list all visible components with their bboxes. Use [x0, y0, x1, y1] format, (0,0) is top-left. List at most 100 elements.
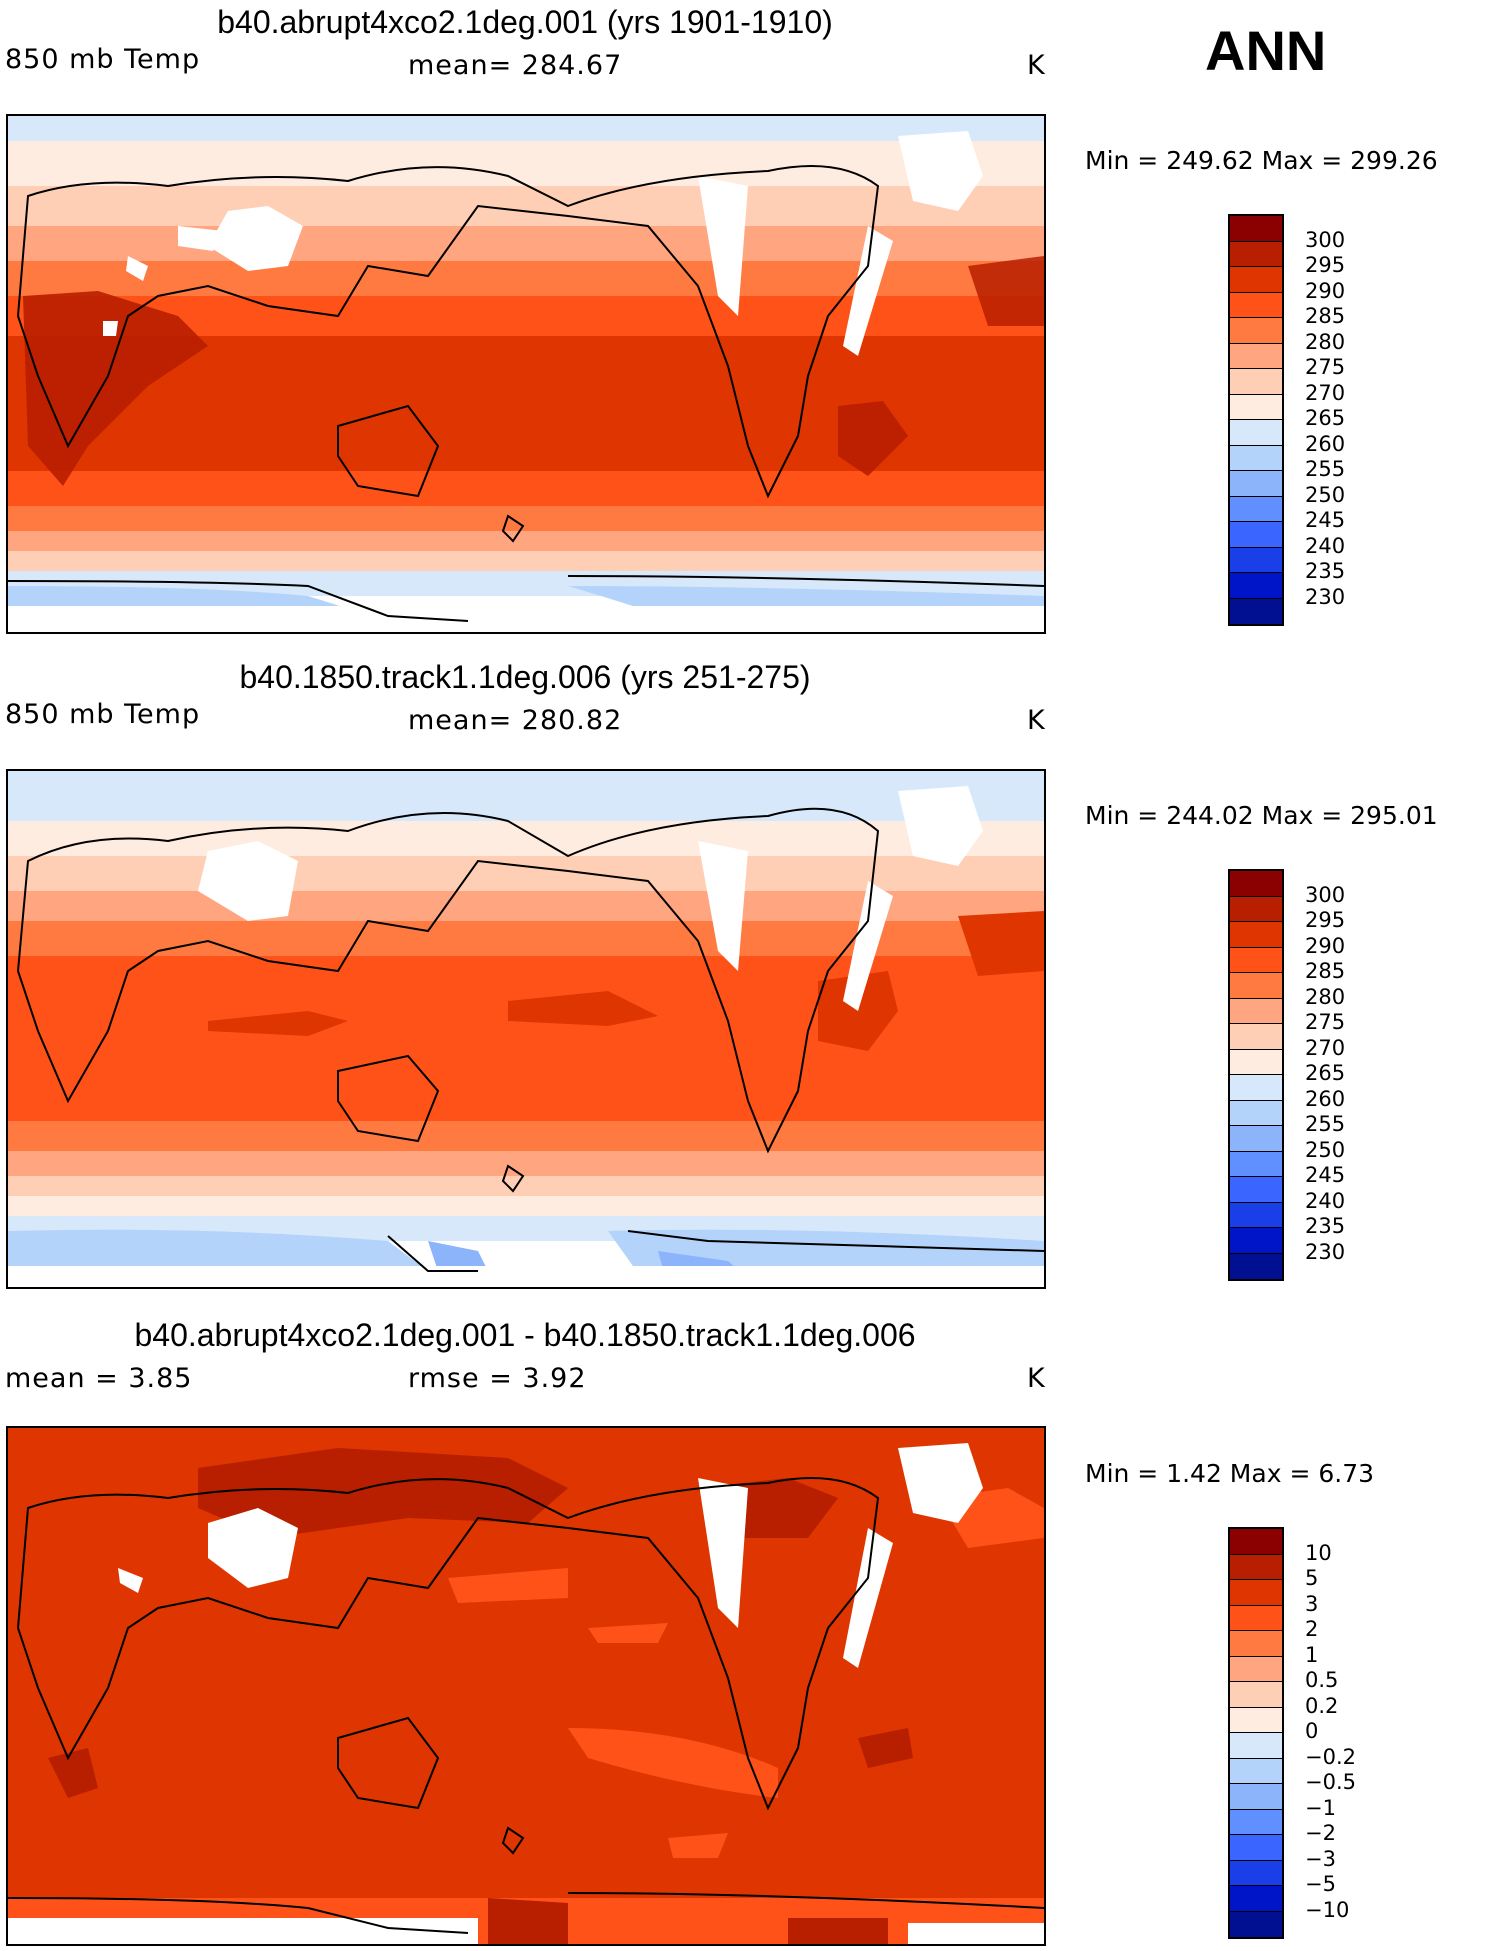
colorbar-swatch	[1230, 1835, 1282, 1861]
colorbar-swatch	[1230, 896, 1282, 922]
colorbar-swatch	[1230, 871, 1282, 897]
colorbar-tick-label: 300	[1305, 227, 1346, 252]
colorbar-tick-label: 250	[1305, 482, 1346, 507]
colorbar-swatch	[1230, 267, 1282, 293]
colorbar-swatch	[1230, 1605, 1282, 1631]
colorbar-tick-label: 280	[1305, 984, 1346, 1009]
colorbar-swatch	[1230, 1758, 1282, 1784]
variable-label: 850 mb Temp	[5, 699, 201, 730]
colorbar-tick-label: 290	[1305, 278, 1346, 303]
mean-label: mean= 284.67	[408, 50, 623, 81]
rmse-label: rmse = 3.92	[408, 1363, 587, 1394]
colorbar-swatch	[1230, 1228, 1282, 1254]
colorbar-tick-label: 230	[1305, 584, 1346, 609]
colorbar-tick-label: −0.2	[1305, 1744, 1356, 1769]
colorbar-tick-label: −5	[1305, 1872, 1336, 1896]
colorbar-tick-label: 250	[1305, 1137, 1346, 1162]
unit-label: K	[1027, 1363, 1046, 1394]
colorbar-tick-label: 10	[1305, 1540, 1332, 1565]
colorbar-tick-label: 270	[1305, 380, 1346, 405]
colorbar-swatch	[1230, 1253, 1282, 1279]
colorbar-swatch	[1230, 922, 1282, 948]
variable-label: 850 mb Temp	[5, 44, 201, 75]
map-svg	[8, 116, 1044, 632]
colorbar-swatch	[1230, 1024, 1282, 1050]
colorbar-swatch	[1230, 394, 1282, 420]
colorbar-tick-label: 285	[1305, 959, 1346, 983]
colorbar-swatch	[1230, 1911, 1282, 1937]
colorbar-tick-label: 0.5	[1305, 1668, 1339, 1692]
colorbar-swatch	[1230, 1580, 1282, 1606]
colorbar-swatch	[1230, 973, 1282, 999]
colorbar-swatch	[1230, 547, 1282, 573]
colorbar-tick-label: 275	[1305, 355, 1346, 379]
colorbar-tick-label: 300	[1305, 882, 1346, 907]
colorbar-swatch	[1230, 1886, 1282, 1912]
colorbar-swatch	[1230, 318, 1282, 344]
colorbar-swatch	[1230, 1202, 1282, 1228]
colorbar-tick-label: 1	[1305, 1642, 1319, 1667]
colorbar-tick-label: 235	[1305, 1214, 1346, 1238]
colorbar-swatch	[1230, 598, 1282, 624]
colorbar-swatch	[1230, 1707, 1282, 1733]
colorbar-tick-label: 3	[1305, 1591, 1319, 1616]
panel-title: b40.abrupt4xco2.1deg.001 (yrs 1901-1910)	[217, 4, 833, 40]
colorbar-swatch	[1230, 1529, 1282, 1555]
unit-label: K	[1027, 705, 1046, 736]
colorbar-tick-label: 290	[1305, 933, 1346, 958]
colorbar-swatch	[1230, 216, 1282, 242]
colorbar-tick-label: −3	[1305, 1846, 1336, 1871]
colorbar-swatch	[1230, 369, 1282, 395]
colorbar-swatch	[1230, 471, 1282, 497]
contour-map	[6, 114, 1046, 634]
map-svg	[8, 1428, 1044, 1944]
colorbar-tick-label: 295	[1305, 253, 1346, 277]
unit-label: K	[1027, 50, 1046, 81]
colorbar-tick-label: 260	[1305, 431, 1346, 456]
colorbar-tick-label: 255	[1305, 457, 1346, 481]
colorbar-tick-label: 285	[1305, 304, 1346, 328]
colorbar-swatch	[1230, 1075, 1282, 1101]
colorbar-tick-label: 0.2	[1305, 1693, 1339, 1718]
colorbar-tick-label: 240	[1305, 533, 1346, 558]
colorbar-tick-label: 245	[1305, 508, 1346, 532]
colorbar-swatch	[1230, 445, 1282, 471]
diff-mean-label: mean = 3.85	[5, 1363, 193, 1394]
colorbar-tick-label: 2	[1305, 1617, 1319, 1641]
min-max-label: Min = 1.42 Max = 6.73	[1085, 1459, 1375, 1488]
colorbar-swatch	[1230, 1860, 1282, 1886]
colorbar	[1228, 869, 1284, 1281]
colorbar-swatch	[1230, 998, 1282, 1024]
colorbar-swatch	[1230, 1049, 1282, 1075]
colorbar-tick-label: −2	[1305, 1821, 1336, 1845]
colorbar-swatch	[1230, 1554, 1282, 1580]
colorbar-tick-label: 280	[1305, 329, 1346, 354]
colorbar-tick-label: −0.5	[1305, 1770, 1356, 1794]
colorbar-tick-label: 235	[1305, 559, 1346, 583]
colorbar-swatch	[1230, 1126, 1282, 1152]
season-label: ANN	[1205, 19, 1327, 82]
colorbar-tick-label: 265	[1305, 1061, 1346, 1085]
panel-title: b40.1850.track1.1deg.006 (yrs 251-275)	[239, 659, 811, 695]
map-svg	[8, 771, 1044, 1287]
panel-title: b40.abrupt4xco2.1deg.001 - b40.1850.trac…	[134, 1317, 916, 1353]
contour-map	[6, 1426, 1046, 1946]
colorbar-swatch	[1230, 292, 1282, 318]
colorbar-swatch	[1230, 947, 1282, 973]
colorbar-tick-label: 260	[1305, 1086, 1346, 1111]
colorbar-swatch	[1230, 1784, 1282, 1810]
colorbar	[1228, 1527, 1284, 1939]
colorbar-swatch	[1230, 522, 1282, 548]
colorbar-swatch	[1230, 1151, 1282, 1177]
colorbar-swatch	[1230, 241, 1282, 267]
contour-map	[6, 769, 1046, 1289]
colorbar-tick-label: 275	[1305, 1010, 1346, 1034]
colorbar-tick-label: 255	[1305, 1112, 1346, 1136]
colorbar-swatch	[1230, 420, 1282, 446]
colorbar-swatch	[1230, 573, 1282, 599]
colorbar-tick-label: 245	[1305, 1163, 1346, 1187]
colorbar-tick-label: 270	[1305, 1035, 1346, 1060]
colorbar-swatch	[1230, 1809, 1282, 1835]
colorbar-swatch	[1230, 1100, 1282, 1126]
colorbar-swatch	[1230, 1733, 1282, 1759]
